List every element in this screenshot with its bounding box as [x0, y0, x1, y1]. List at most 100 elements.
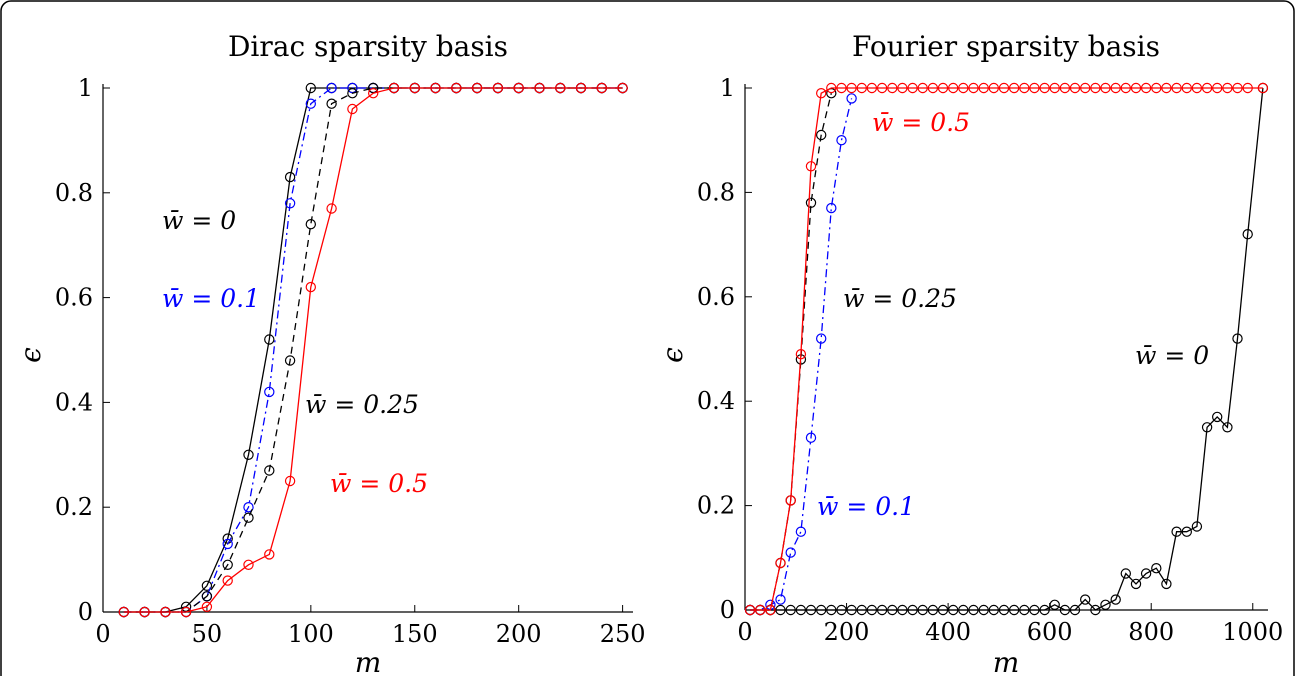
series-point-0	[1211, 411, 1223, 423]
series-point-0	[937, 604, 949, 616]
series-point-0	[917, 604, 928, 616]
series-point-3	[755, 604, 766, 616]
panel-fourier-ylabel: ϵ	[656, 347, 689, 363]
series-point-3	[575, 82, 587, 94]
series-point-2	[243, 512, 254, 523]
y-tick-label: 0.2	[697, 492, 735, 520]
series-point-3	[243, 559, 254, 571]
series-point-3	[907, 82, 918, 94]
panel-dirac-annot-w025: w̄ = 0.25	[305, 390, 419, 419]
series-point-0	[1059, 604, 1071, 616]
series-point-0	[897, 604, 908, 616]
series-point-3	[534, 82, 545, 94]
series-point-3	[978, 82, 989, 94]
x-tick-label: 0	[737, 618, 752, 646]
series-point-3	[816, 87, 827, 99]
series-point-0	[887, 604, 898, 616]
series-point-0	[1049, 599, 1060, 611]
panel-fourier-annot-w025: w̄ = 0.25	[843, 284, 957, 313]
series-point-0	[1120, 568, 1132, 579]
series-point-3	[492, 82, 504, 94]
series-point-3	[596, 82, 608, 94]
series-point-0	[836, 604, 847, 616]
series-point-3	[1029, 82, 1040, 94]
series-point-0	[1110, 594, 1121, 605]
series-point-3	[1079, 82, 1091, 94]
panel-dirac-ticks: 0 50 100 150 200 250 0 0.2 0.4 0.6 0.8 1	[55, 74, 646, 648]
series-point-0	[785, 604, 796, 616]
series-point-3	[917, 82, 928, 94]
x-tick-label: 150	[392, 620, 438, 648]
series-point-3	[305, 281, 316, 293]
series-point-3	[744, 604, 756, 616]
series-point-0	[816, 604, 827, 616]
series-point-0	[958, 604, 969, 616]
panel-dirac-xlabel: m	[355, 646, 382, 676]
series-point-3	[765, 604, 776, 616]
series-point-3	[617, 82, 628, 94]
series-point-0	[927, 604, 939, 616]
series-point-3	[1161, 82, 1172, 94]
series-point-0	[988, 604, 1000, 616]
series-point-0	[1191, 521, 1203, 532]
series-point-3	[856, 82, 868, 94]
series-point-3	[795, 349, 807, 360]
y-tick-label: 0.4	[697, 387, 735, 415]
series-point-2	[347, 87, 358, 99]
series-line-1	[750, 98, 853, 611]
series-point-3	[826, 82, 837, 94]
x-tick-label: 800	[1128, 618, 1174, 646]
x-tick-label: 600	[1027, 618, 1073, 646]
series-point-0	[1232, 333, 1243, 344]
panel-fourier: Fourier sparsity basis m ϵ 0 200 400 600 800…	[656, 30, 1283, 679]
series-point-0	[1008, 604, 1020, 616]
panel-dirac: Dirac sparsity basis m ϵ 0 50 100 150 200 250…	[14, 30, 646, 679]
series-point-0	[1019, 604, 1030, 616]
series-line-3	[123, 87, 623, 613]
series-point-1	[264, 386, 275, 398]
panel-fourier-xlabel: m	[993, 646, 1020, 676]
x-tick-label: 200	[496, 620, 542, 648]
x-tick-label: 400	[925, 618, 971, 646]
series-point-3	[897, 82, 908, 94]
y-tick-label: 0.2	[55, 493, 93, 521]
series-point-3	[118, 606, 130, 618]
y-tick-label: 0.6	[697, 283, 735, 311]
series-point-3	[201, 601, 213, 613]
series-point-0	[826, 604, 837, 616]
series-point-3	[451, 82, 462, 94]
series-point-3	[1019, 82, 1030, 94]
series-point-3	[1140, 82, 1152, 94]
series-point-3	[948, 82, 959, 94]
panel-fourier-annot-w01: w̄ = 0.1	[817, 492, 915, 521]
y-tick-label: 0.8	[697, 178, 735, 206]
series-point-3	[1211, 82, 1223, 94]
series-point-0	[775, 604, 786, 616]
series-point-0	[846, 604, 857, 616]
series-point-3	[1090, 82, 1101, 94]
series-point-0	[907, 604, 918, 616]
x-tick-label: 100	[288, 620, 334, 648]
series-point-0	[1181, 526, 1193, 537]
series-point-3	[1049, 82, 1060, 94]
series-point-0	[305, 82, 316, 94]
panel-fourier-plot	[744, 82, 1269, 616]
series-point-3	[1171, 82, 1182, 94]
x-tick-label: 50	[192, 620, 223, 648]
series-point-2	[816, 129, 827, 141]
series-point-3	[805, 161, 817, 172]
series-point-3	[1191, 82, 1203, 94]
series-point-1	[795, 526, 807, 537]
series-point-3	[1100, 82, 1111, 94]
series-point-1	[785, 547, 796, 558]
series-point-3	[1039, 82, 1050, 94]
series-point-3	[1059, 82, 1071, 94]
series-point-0	[1100, 599, 1111, 611]
panel-fourier-title: Fourier sparsity basis	[852, 30, 1160, 63]
series-point-1	[775, 594, 786, 605]
series-point-1	[222, 538, 233, 550]
series-point-0	[1201, 422, 1213, 433]
series-point-0	[795, 604, 807, 616]
series-point-3	[222, 575, 233, 586]
